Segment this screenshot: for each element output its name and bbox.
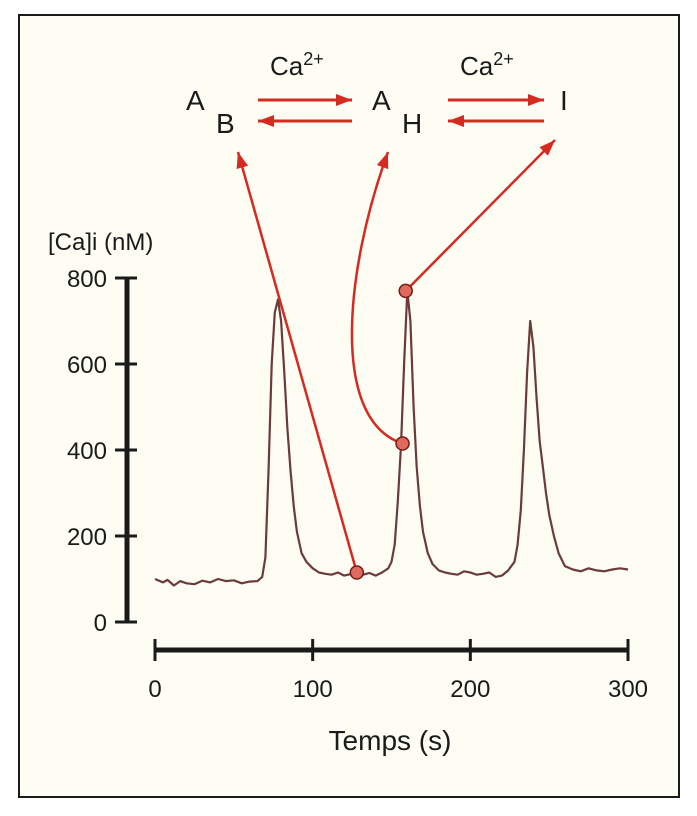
arrow-b-to-h-forward-head bbox=[336, 94, 352, 106]
state-a-2: A bbox=[372, 85, 391, 116]
scheme-arrows bbox=[258, 94, 544, 127]
x-tick-label-200: 200 bbox=[450, 676, 490, 703]
arrow-h-to-b-reverse-head bbox=[258, 115, 274, 127]
y-tick-label-200: 200 bbox=[67, 524, 107, 551]
x-tick-label-0: 0 bbox=[148, 676, 161, 703]
calcium-label-1: Ca2+ bbox=[270, 49, 324, 81]
state-a-1: A bbox=[186, 85, 205, 116]
arrow-h-to-i-forward-head bbox=[528, 94, 544, 106]
y-tick-label-800: 800 bbox=[67, 266, 107, 293]
y-tick-label-600: 600 bbox=[67, 352, 107, 379]
annotation-to-b-shaft bbox=[236, 151, 359, 573]
annotation-to-i-shaft bbox=[404, 139, 556, 292]
annotation-to-h-head bbox=[376, 152, 389, 170]
calcium-charge-2: 2+ bbox=[493, 49, 514, 69]
paper-background bbox=[18, 14, 680, 798]
state-annotations bbox=[236, 139, 556, 580]
state-marker-1 bbox=[349, 565, 365, 580]
state-b: B bbox=[216, 108, 235, 139]
x-axis: 0 100 200 300 bbox=[148, 639, 648, 703]
annotation-to-b-head bbox=[236, 152, 249, 169]
arrow-i-to-h-reverse-head bbox=[448, 115, 464, 127]
y-tick-label-400: 400 bbox=[67, 438, 107, 465]
annotation-to-h-curve bbox=[350, 151, 403, 445]
annotation-to-i-head bbox=[539, 140, 555, 156]
reaction-scheme: A B A H I Ca2+ Ca2+ bbox=[186, 49, 568, 139]
y-axis: 0 200 400 600 800 bbox=[67, 266, 137, 637]
calcium-trace bbox=[154, 289, 629, 587]
state-marker-3 bbox=[398, 283, 413, 299]
state-marker-2 bbox=[395, 436, 410, 451]
state-h: H bbox=[402, 108, 422, 139]
y-axis-label: [Ca]i (nM) bbox=[48, 229, 153, 256]
calcium-label-2: Ca2+ bbox=[460, 49, 514, 81]
x-axis-label: Temps (s) bbox=[329, 725, 452, 756]
x-tick-label-300: 300 bbox=[608, 676, 648, 703]
x-tick-label-100: 100 bbox=[293, 676, 333, 703]
state-i: I bbox=[560, 85, 568, 116]
calcium-charge-1: 2+ bbox=[303, 49, 324, 69]
y-tick-label-0: 0 bbox=[94, 610, 107, 637]
